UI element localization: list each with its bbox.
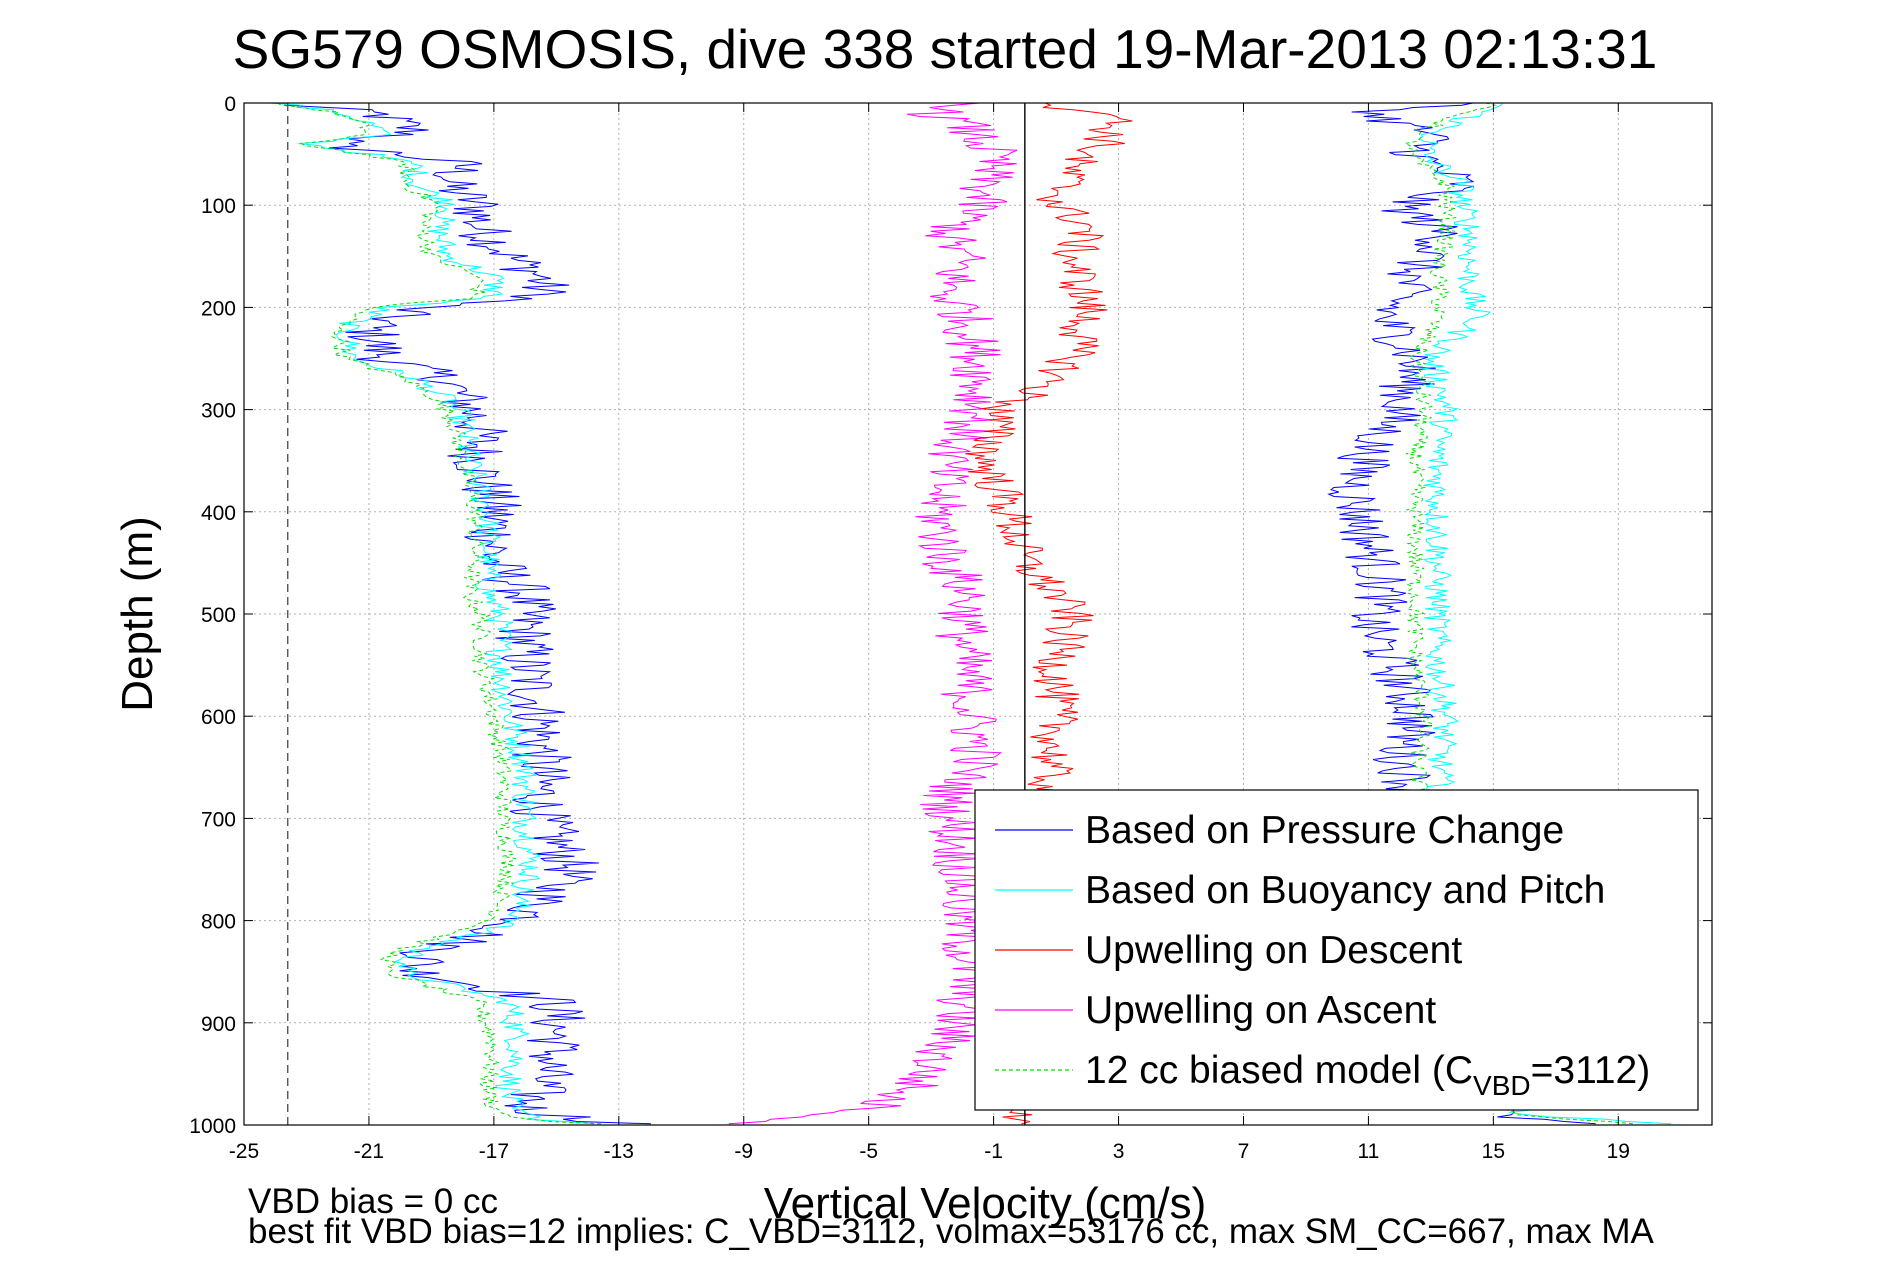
x-tick-label: 3 [1113, 1140, 1125, 1163]
chart-title: SG579 OSMOSIS, dive 338 started 19-Mar-2… [233, 18, 1658, 80]
y-tick-label: 500 [201, 604, 236, 627]
x-tick-label: 19 [1607, 1140, 1630, 1163]
y-tick-label: 600 [201, 706, 236, 729]
legend-label: Upwelling on Ascent [1085, 989, 1436, 1032]
series-line [728, 102, 1018, 1125]
x-tick-label: -1 [984, 1140, 1003, 1163]
y-tick-label: 300 [201, 400, 236, 423]
legend-label: Upwelling on Descent [1085, 929, 1462, 972]
legend-box [974, 789, 1699, 1111]
x-tick-label: -13 [604, 1140, 634, 1163]
series-line [284, 102, 651, 1125]
legend-label: Based on Buoyancy and Pitch [1085, 869, 1605, 912]
series-line [269, 102, 594, 1125]
series-line [1403, 102, 1634, 1125]
y-tick-label: 900 [201, 1013, 236, 1036]
vbd-bias-note: VBD bias = 0 cc [248, 1182, 498, 1221]
y-tick-label: 100 [201, 195, 236, 218]
x-tick-label: 11 [1358, 1140, 1380, 1163]
best-fit-note: best fit VBD bias=12 implies: C_VBD=3112… [248, 1212, 1654, 1251]
y-tick-label: 0 [224, 93, 236, 116]
x-tick-label: 15 [1482, 1140, 1505, 1163]
y-tick-label: 400 [201, 502, 236, 525]
x-tick-label: 7 [1238, 1140, 1250, 1163]
x-tick-label: -21 [354, 1140, 384, 1163]
y-tick-label: 200 [201, 297, 236, 320]
legend: Based on Pressure Change Based on Buoyanc… [974, 789, 1699, 1111]
y-tick-label: 700 [201, 808, 236, 831]
y-tick-label: 800 [201, 911, 236, 934]
y-tick-label: 1000 [189, 1115, 236, 1138]
y-axis: 0 100 200 300 400 500 600 700 800 900 1000 [189, 93, 1712, 1138]
series-line [277, 102, 602, 1125]
x-tick-label: -5 [859, 1140, 878, 1163]
x-tick-label: -9 [734, 1140, 753, 1163]
x-axis: -25 -21 -17 -13 -9 -5 -1 3 7 11 15 19 [229, 103, 1630, 1163]
x-tick-label: -17 [479, 1140, 509, 1163]
y-axis-label: Depth (m) [113, 516, 162, 712]
legend-label: Based on Pressure Change [1085, 809, 1564, 852]
x-axis-label: Vertical Velocity (cm/s) [764, 1179, 1207, 1228]
series-layer [269, 102, 1672, 1125]
x-tick-label: -25 [229, 1140, 259, 1163]
